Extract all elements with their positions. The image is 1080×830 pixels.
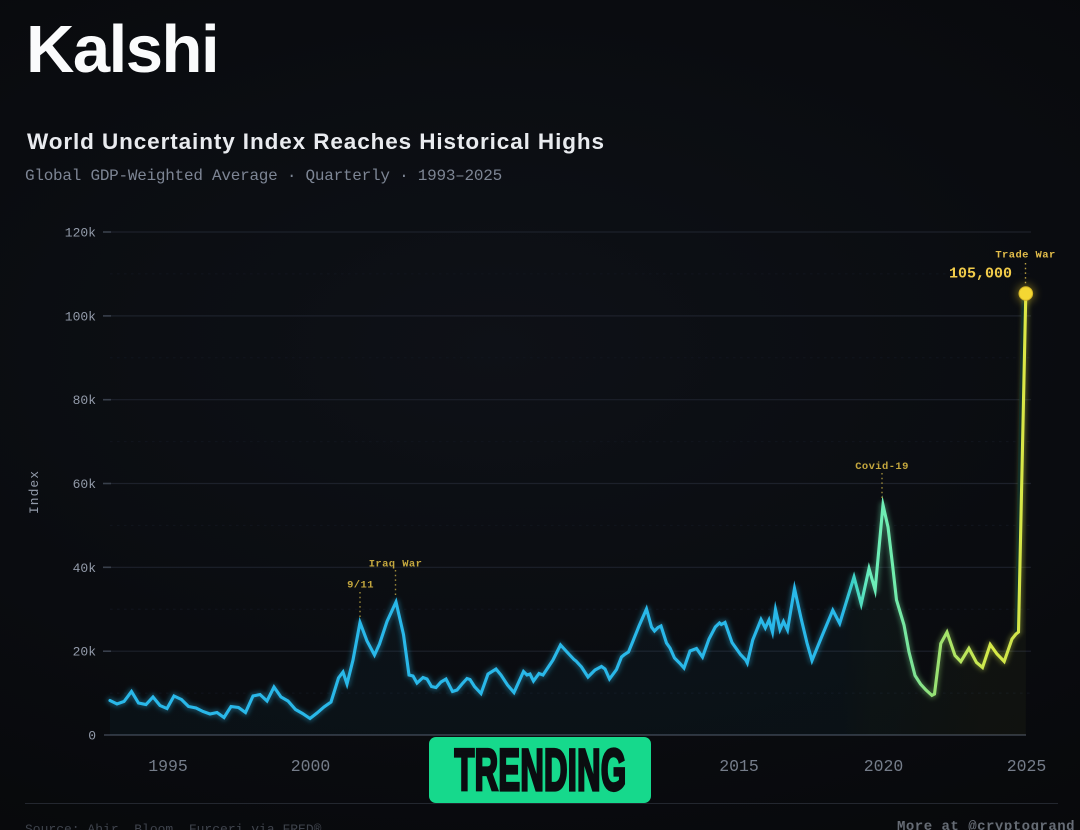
svg-text:9/11: 9/11 xyxy=(347,580,374,592)
svg-text:120k: 120k xyxy=(65,226,96,241)
svg-text:Covid-19: Covid-19 xyxy=(855,461,909,473)
svg-text:0: 0 xyxy=(88,729,96,744)
svg-text:Iraq War: Iraq War xyxy=(369,559,423,571)
svg-text:100k: 100k xyxy=(65,309,96,324)
svg-text:60k: 60k xyxy=(73,477,97,492)
svg-text:Index: Index xyxy=(27,470,42,514)
svg-text:2020: 2020 xyxy=(864,757,904,776)
svg-text:1995: 1995 xyxy=(148,757,188,776)
svg-text:80k: 80k xyxy=(73,393,97,408)
svg-text:Trade War: Trade War xyxy=(995,250,1055,262)
svg-text:2000: 2000 xyxy=(291,757,331,776)
svg-text:20k: 20k xyxy=(73,645,97,660)
svg-text:2015: 2015 xyxy=(719,757,759,776)
svg-text:105,000: 105,000 xyxy=(949,266,1012,283)
svg-text:2025: 2025 xyxy=(1007,757,1047,776)
svg-text:40k: 40k xyxy=(73,561,97,576)
